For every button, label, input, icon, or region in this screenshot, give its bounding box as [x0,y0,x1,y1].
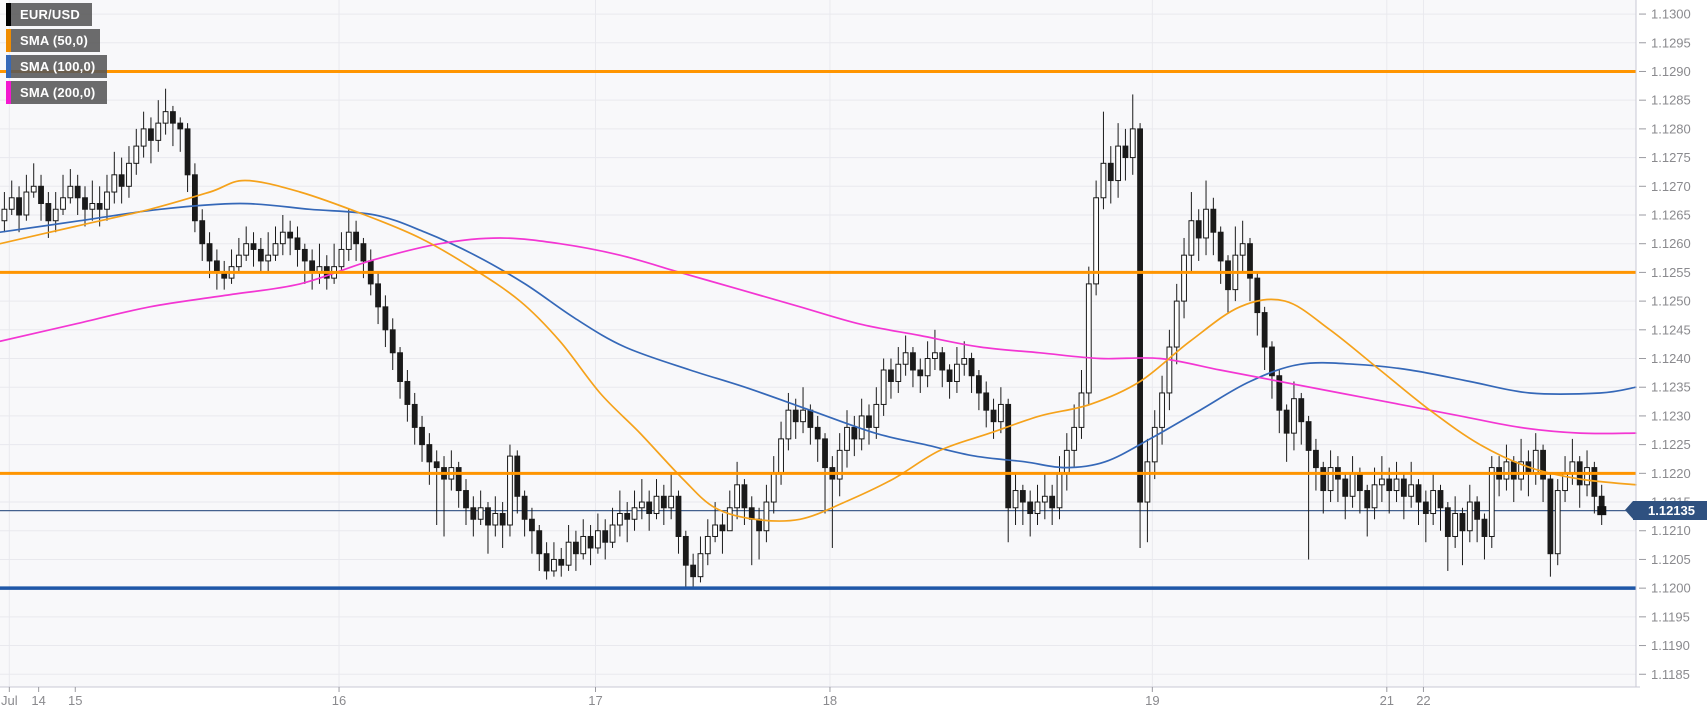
x-axis-label: 14 [31,693,45,708]
legend-item-sma50[interactable]: SMA (50,0) [6,29,100,52]
y-axis-label: 1.1205 [1651,552,1691,567]
plot-background [0,0,1636,687]
indicator-legend: EUR/USD SMA (50,0) SMA (100,0) SMA (200,… [6,3,108,107]
y-axis-label: 1.1280 [1651,121,1691,136]
legend-item-sma100[interactable]: SMA (100,0) [6,55,108,78]
y-axis-label: 1.1225 [1651,437,1691,452]
sma50-accent-bar [6,29,11,52]
sma100-label: SMA (100,0) [20,59,96,74]
y-axis-label: 1.1300 [1651,7,1691,22]
y-axis-label: 1.1295 [1651,35,1691,50]
last-price-marker [1597,506,1607,516]
x-axis-label: Jul [1,693,18,708]
x-axis-label: 19 [1145,693,1159,708]
y-axis-label: 1.1270 [1651,179,1691,194]
y-axis-label: 1.1250 [1651,294,1691,309]
sma200-accent-bar [6,81,11,104]
y-axis-label: 1.1200 [1651,581,1691,596]
level-lines [0,69,1636,590]
y-axis-label: 1.1220 [1651,466,1691,481]
y-axis-label: 1.1275 [1651,150,1691,165]
current-price-badge: 1.12135 [1625,501,1707,521]
y-axis-label: 1.1245 [1651,322,1691,337]
sma50-label: SMA (50,0) [20,33,88,48]
x-axis-label: 22 [1416,693,1430,708]
x-axis-label: 16 [332,693,346,708]
sma200-label: SMA (200,0) [20,85,96,100]
y-axis-label: 1.1235 [1651,380,1691,395]
y-axis-label: 1.1195 [1651,609,1690,624]
y-axis-label: 1.1185 [1651,667,1690,682]
y-axis-label: 1.1260 [1651,236,1691,251]
x-axis-label: 21 [1380,693,1394,708]
sma-50-line [0,179,1637,522]
sma-200-line [0,237,1637,435]
pair-accent-bar [6,3,11,26]
pair-label: EUR/USD [20,7,80,22]
x-axis[interactable]: Jul 14 15 16 17 18 19 21 22 [1,687,1431,708]
y-axis-label: 1.1230 [1651,408,1691,423]
y-axis[interactable]: 1.1300 1.1295 1.1290 1.1285 1.1280 1.1275 1.12… [1639,7,1691,682]
x-axis-label: 17 [588,693,602,708]
x-axis-label: 18 [823,693,837,708]
x-axis-label: 15 [68,693,82,708]
legend-item-pair[interactable]: EUR/USD [6,3,92,26]
y-axis-label: 1.1190 [1651,638,1690,653]
y-axis-label: 1.1255 [1651,265,1691,280]
sma-100-line [0,202,1637,469]
sma100-accent-bar [6,55,11,78]
y-axis-label: 1.1290 [1651,64,1691,79]
legend-item-sma200[interactable]: SMA (200,0) [6,81,108,104]
y-axis-label: 1.1210 [1651,523,1691,538]
y-axis-label: 1.1285 [1651,93,1691,108]
candlestick-series [1,88,1605,589]
y-axis-label: 1.1240 [1651,351,1691,366]
y-axis-label: 1.1265 [1651,207,1691,222]
